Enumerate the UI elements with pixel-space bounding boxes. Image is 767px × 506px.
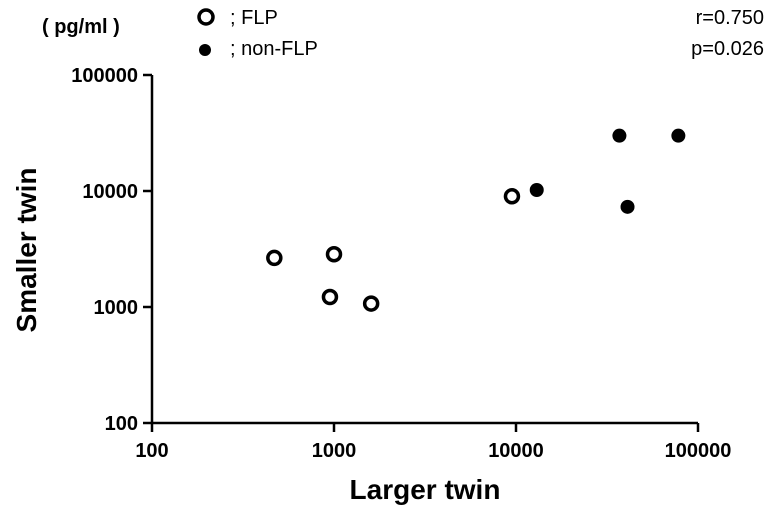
y-tick-label: 1000	[94, 297, 139, 319]
flp-point	[503, 188, 521, 205]
y-tick-label: 100	[105, 413, 138, 435]
legend: ; FLP ; non-FLP	[197, 7, 318, 60]
non-flp-point	[529, 183, 544, 198]
x-axis-ticks: 100 1000 10000 100000	[135, 423, 731, 462]
y-tick-label: 100000	[71, 65, 138, 87]
x-tick-label: 100000	[665, 440, 732, 462]
legend-nonflp-label: ; non-FLP	[230, 38, 318, 60]
x-tick-label: 1000	[312, 440, 357, 462]
flp-point	[321, 288, 339, 306]
flp-point	[362, 295, 380, 312]
legend-nonflp-marker	[199, 44, 211, 56]
legend-flp-label: ; FLP	[230, 7, 278, 29]
x-axis-label: Larger twin	[350, 474, 501, 505]
y-tick-label: 10000	[82, 181, 138, 203]
y-axis-ticks: 100 1000 10000 100000	[71, 65, 152, 435]
y-axis-label: Smaller twin	[11, 168, 42, 333]
legend-flp-marker	[197, 8, 215, 26]
non-flp-point	[671, 128, 686, 143]
data-points	[266, 128, 686, 312]
x-tick-label: 100	[135, 440, 168, 462]
non-flp-point	[620, 199, 635, 214]
stat-r: r=0.750	[696, 7, 764, 29]
x-tick-label: 10000	[488, 440, 544, 462]
flp-point	[266, 249, 283, 267]
stat-p: p=0.026	[691, 38, 764, 60]
non-flp-point	[612, 128, 627, 143]
flp-point	[325, 245, 343, 263]
unit-label: ( pg/ml )	[42, 16, 120, 38]
